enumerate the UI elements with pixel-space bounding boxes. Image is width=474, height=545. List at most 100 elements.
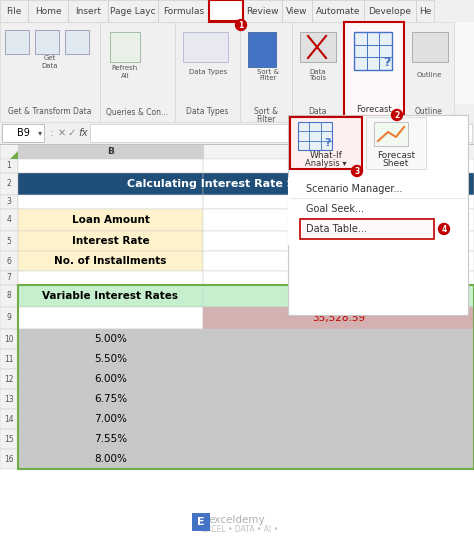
- Bar: [0, 409, 18, 429]
- Text: Develope: Develope: [368, 7, 411, 15]
- Text: 16: 16: [4, 455, 14, 463]
- Text: 14: 14: [4, 415, 14, 423]
- Bar: [110, 32, 140, 62]
- Bar: [203, 389, 474, 409]
- Bar: [416, 0, 434, 22]
- Text: 7.00%: 7.00%: [94, 414, 127, 424]
- Text: What-If: What-If: [310, 150, 342, 160]
- Text: ✓: ✓: [68, 128, 76, 138]
- Bar: [0, 307, 18, 329]
- Bar: [0, 173, 18, 195]
- Bar: [0, 251, 18, 271]
- Bar: [288, 177, 466, 245]
- Text: 6.75%: 6.75%: [94, 394, 127, 404]
- Text: Page Layс: Page Layс: [110, 7, 156, 15]
- Text: Sort &: Sort &: [254, 107, 278, 117]
- Bar: [209, 0, 243, 22]
- Bar: [282, 0, 312, 22]
- Bar: [248, 32, 276, 67]
- Text: exceldemy: exceldemy: [209, 515, 265, 525]
- Text: $5: $5: [331, 215, 346, 225]
- Bar: [344, 22, 404, 122]
- Text: Forecast: Forecast: [377, 150, 415, 160]
- Bar: [312, 0, 364, 22]
- Bar: [0, 22, 474, 122]
- Text: Sort &
Filter: Sort & Filter: [257, 69, 279, 82]
- Text: 5.00%: 5.00%: [94, 334, 127, 344]
- Bar: [0, 369, 18, 389]
- Text: 15: 15: [4, 434, 14, 444]
- Bar: [18, 195, 203, 209]
- Text: 3: 3: [355, 167, 360, 175]
- Text: Data Table...: Data Table...: [306, 224, 367, 234]
- Text: No. of Installments: No. of Installments: [55, 256, 167, 266]
- Bar: [5, 30, 29, 54]
- Text: 6.00%: 6.00%: [94, 374, 127, 384]
- Bar: [300, 32, 336, 62]
- Text: Variable Interest Rates: Variable Interest Rates: [43, 291, 179, 301]
- Bar: [203, 251, 474, 271]
- Bar: [288, 115, 468, 315]
- Bar: [203, 307, 474, 329]
- Text: ✕: ✕: [58, 128, 66, 138]
- Text: 1: 1: [238, 21, 244, 29]
- Text: Loan Amount: Loan Amount: [72, 215, 149, 225]
- Bar: [68, 0, 108, 22]
- Text: 6.75%: 6.75%: [320, 236, 357, 246]
- Text: Data Types: Data Types: [186, 107, 228, 117]
- Bar: [108, 0, 158, 22]
- Bar: [18, 389, 203, 409]
- Bar: [242, 0, 282, 22]
- Bar: [0, 144, 18, 159]
- Bar: [0, 389, 18, 409]
- Bar: [344, 22, 404, 122]
- Text: Get & Transform Data: Get & Transform Data: [8, 107, 92, 117]
- Bar: [35, 30, 59, 54]
- Text: Interest Rate: Interest Rate: [72, 236, 149, 246]
- Bar: [240, 22, 292, 122]
- Text: Scenario Manager...: Scenario Manager...: [306, 184, 402, 194]
- Text: View: View: [286, 7, 308, 15]
- Text: 8: 8: [7, 292, 11, 300]
- Bar: [203, 285, 474, 307]
- Text: Data Types: Data Types: [189, 69, 227, 75]
- Text: :: :: [50, 128, 54, 138]
- Bar: [0, 144, 474, 545]
- Bar: [18, 159, 203, 173]
- Bar: [203, 329, 474, 349]
- Text: E: E: [197, 517, 205, 527]
- Text: 13: 13: [4, 395, 14, 403]
- Text: Home: Home: [35, 7, 61, 15]
- Bar: [18, 449, 203, 469]
- Bar: [158, 0, 210, 22]
- Bar: [412, 32, 448, 62]
- Text: Forecast: Forecast: [356, 106, 392, 114]
- Polygon shape: [10, 151, 18, 159]
- Bar: [203, 349, 474, 369]
- Bar: [18, 144, 203, 159]
- Bar: [298, 122, 332, 150]
- Bar: [0, 429, 18, 449]
- Bar: [290, 117, 362, 169]
- Text: ?: ?: [325, 138, 331, 148]
- Circle shape: [352, 166, 363, 177]
- Bar: [18, 271, 203, 285]
- Bar: [0, 231, 18, 251]
- Text: File: File: [6, 7, 22, 15]
- Bar: [175, 22, 240, 122]
- Bar: [203, 429, 474, 449]
- Circle shape: [438, 223, 449, 234]
- Bar: [65, 30, 89, 54]
- Bar: [203, 159, 474, 173]
- Bar: [0, 159, 18, 173]
- Circle shape: [392, 110, 402, 120]
- Text: Calculating Interest Rate Sensitivity A: Calculating Interest Rate Sensitivity A: [127, 179, 365, 189]
- Text: 7: 7: [7, 274, 11, 282]
- Text: 10: 10: [4, 335, 14, 343]
- Text: Goal Seek...: Goal Seek...: [306, 204, 364, 214]
- Bar: [192, 513, 210, 531]
- Text: ▾: ▾: [372, 113, 376, 123]
- Bar: [0, 22, 474, 104]
- Text: Forecast: Forecast: [358, 107, 390, 117]
- Text: Data: Data: [309, 107, 327, 117]
